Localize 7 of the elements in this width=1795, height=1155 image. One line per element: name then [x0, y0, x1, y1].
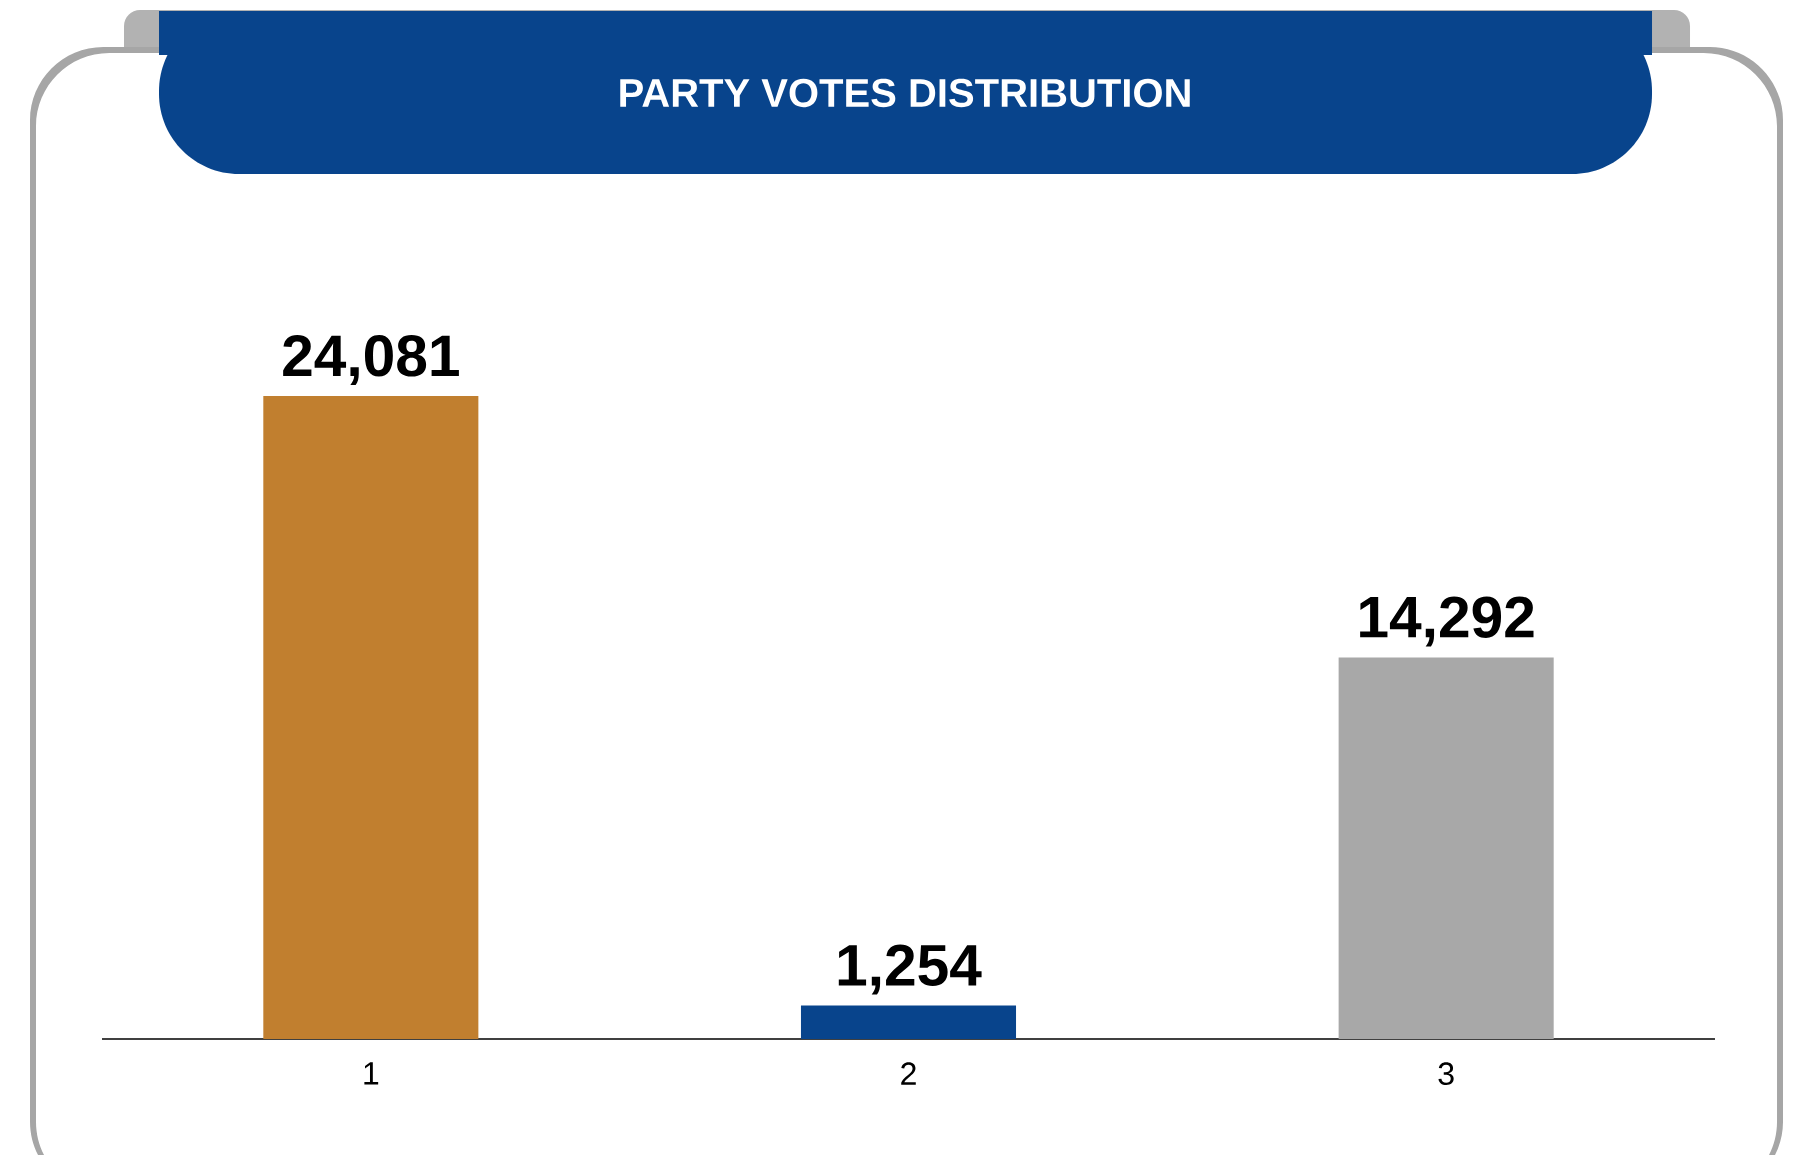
data-label: 1,254 — [838, 944, 982, 995]
x-tick-label: 2 — [901, 1062, 916, 1085]
data-label: 24,081 — [283, 335, 459, 386]
x-tick-label: 1 — [364, 1062, 379, 1085]
chart-title: PARTY VOTES DISTRIBUTION — [620, 78, 1190, 108]
x-tick-label: 3 — [1438, 1062, 1454, 1086]
data-label: 14,292 — [1360, 596, 1534, 647]
